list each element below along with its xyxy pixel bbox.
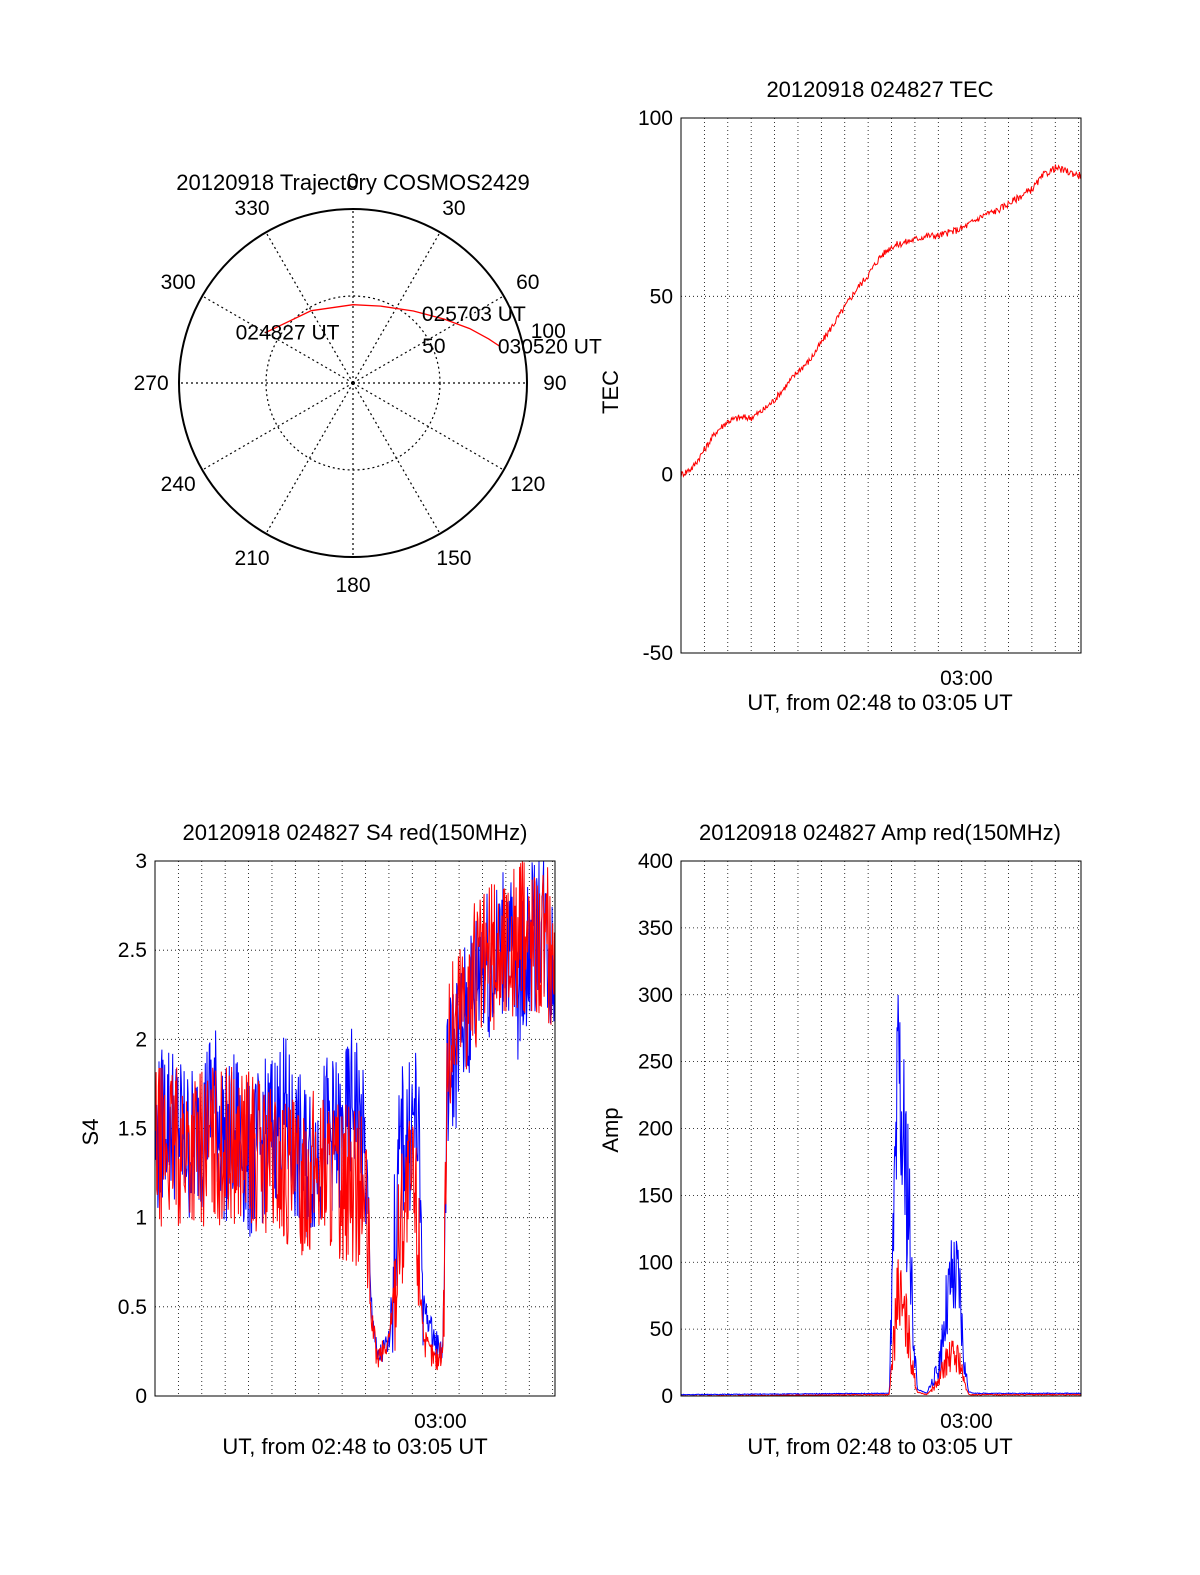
trajectory-time-label: 024827 UT [236,322,340,345]
polar-azimuth-label: 120 [510,473,545,496]
tec-x-label: UT, from 02:48 to 03:05 UT [747,690,1012,715]
polar-azimuth-label: 180 [335,574,370,597]
trajectory-polar-plot: 20120918 Trajectory COSMOS2429 0 30 60 90 12… [134,170,602,597]
trajectory-title: 20120918 Trajectory COSMOS2429 [176,170,529,195]
trajectory-line: 024827 UT 025703 UT 030520 UT [236,303,602,358]
polar-azimuth-label: 30 [442,197,465,220]
amp-title: 20120918 024827 Amp red(150MHz) [699,820,1061,845]
y-tick-label: 300 [638,984,673,1007]
polar-grid [179,209,527,557]
polar-ring-50 [265,295,441,471]
polar-azimuth-label: 240 [161,473,196,496]
y-tick-label: 2 [135,1028,147,1051]
s4-line-red [154,860,556,1371]
amp-line-blue [680,994,1082,1396]
amp-plot-frame [680,860,1082,1397]
amp-line-red [680,1259,1081,1397]
s4-y-label: S4 [78,1119,103,1146]
polar-azimuth-label: 330 [235,197,270,220]
y-tick-label: 3 [135,850,147,873]
tec-grid [681,118,1081,653]
amp-y-label: Amp [598,1107,623,1152]
tec-series [680,164,1082,478]
polar-azimuth-label: 270 [134,372,169,395]
s4-title: 20120918 024827 S4 red(150MHz) [183,820,528,845]
s4-x-label: UT, from 02:48 to 03:05 UT [222,1434,487,1459]
x-tick-label: 03:00 [940,667,993,690]
x-tick-label: 03:00 [940,1410,993,1433]
tec-y-label: TEC [598,370,623,414]
y-tick-label: 1 [135,1207,147,1230]
y-tick-label: 250 [638,1051,673,1074]
polar-azimuth-label: 60 [516,271,539,294]
y-tick-label: 50 [650,1318,673,1341]
polar-azimuth-label: 0 [347,170,359,193]
y-tick-label: 2.5 [118,939,147,962]
polar-spoke [352,232,441,384]
polar-azimuth-label: 300 [161,271,196,294]
y-tick-label: 350 [638,917,673,940]
polar-radial-label: 100 [531,320,566,343]
tec-title: 20120918 024827 TEC [766,77,993,102]
y-tick-label: 1.5 [118,1118,147,1141]
y-tick-label: 0 [135,1385,147,1408]
polar-spoke [202,295,354,384]
polar-azimuth-labels: 0 30 60 90 120 150 180 210 240 270 300 330 50 100 [134,170,567,597]
polar-azimuth-label: 150 [436,547,471,570]
polar-radial-label: 50 [422,335,445,358]
trajectory-curve [265,304,501,347]
x-tick-label: 03:00 [414,1410,467,1433]
polar-spoke [265,232,354,384]
tec-plot: 20120918 024827 TEC -50 0 50 100 03:00 TEC U… [598,77,1082,715]
y-tick-label: 0 [661,464,673,487]
s4-ticks: 0 0.5 1 1.5 2 2.5 3 03:00 [118,850,467,1433]
polar-azimuth-label: 90 [543,372,566,395]
trajectory-time-label: 025703 UT [422,303,526,326]
tec-ticks: -50 0 50 100 03:00 [638,107,993,690]
y-tick-label: 400 [638,850,673,873]
polar-spoke [202,382,354,471]
tec-plot-frame [680,117,1082,654]
y-tick-label: 100 [638,1251,673,1274]
y-tick-label: 150 [638,1184,673,1207]
amp-x-label: UT, from 02:48 to 03:05 UT [747,1434,1012,1459]
amp-plot: 20120918 024827 Amp red(150MHz) 0 50 100 15… [598,820,1082,1459]
s4-plot-frame [154,860,556,1397]
y-tick-label: 0.5 [118,1296,147,1319]
trajectory-time-label: 030520 UT [498,335,602,358]
s4-plot: 20120918 024827 S4 red(150MHz) 0 0.5 1 1.5 2… [78,820,556,1459]
amp-ticks: 0 50 100 150 200 250 300 350 400 03:00 [638,850,993,1433]
y-tick-label: -50 [643,642,673,665]
polar-outer-ring [178,208,528,558]
polar-azimuth-label: 210 [235,547,270,570]
s4-series [154,860,556,1371]
y-tick-label: 100 [638,107,673,130]
y-tick-label: 0 [661,1385,673,1408]
y-tick-label: 200 [638,1118,673,1141]
y-tick-label: 50 [650,285,673,308]
tec-line-red [680,164,1082,478]
amp-grid [681,861,1081,1396]
